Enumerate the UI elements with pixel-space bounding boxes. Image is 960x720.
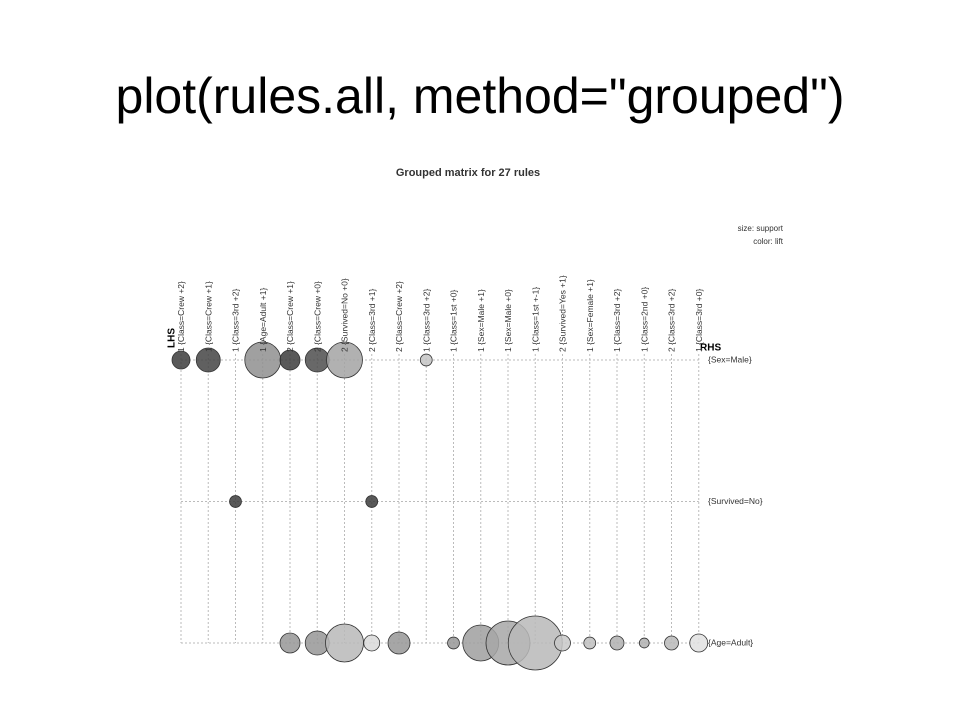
bubble <box>279 632 301 654</box>
bubbles <box>171 341 709 671</box>
row-label: {Survived=No} <box>708 496 763 506</box>
column-label: 1 {Sex=Male +1} <box>476 289 486 352</box>
bubble <box>664 635 679 651</box>
row-label: {Age=Adult} <box>708 637 753 647</box>
column-label: 2 {Class=Crew +2} <box>394 281 404 352</box>
bubble <box>325 623 364 663</box>
column-label: 2 {Survived=No +0} <box>340 278 350 352</box>
lhs-label: LHS <box>167 328 178 348</box>
column-label: 1 {Class=1st +-1} <box>530 287 540 352</box>
bubble <box>638 637 650 649</box>
bubble <box>195 347 221 373</box>
column-label: 1 {Class=2nd +0} <box>639 287 649 352</box>
bubble <box>447 636 460 650</box>
row-label: {Sex=Male} <box>708 354 752 364</box>
column-label: 1 {Class=Crew +2} <box>176 281 186 352</box>
rhs-label: RHS <box>700 343 721 354</box>
column-label: 2 {Class=Crew +1} <box>285 281 295 352</box>
column-label: 1 {Class=3rd +2} <box>421 289 431 352</box>
column-label: 1 {Age=Adult +1} <box>258 288 268 352</box>
bubble <box>554 634 571 652</box>
column-label: 1 {Class=3rd +2} <box>231 289 241 352</box>
column-label: 1 {Class=3rd +2} <box>612 289 622 352</box>
column-label: 2 {Class=Crew +0} <box>312 281 322 352</box>
bubble <box>583 636 597 650</box>
column-label: 2 {Class=3rd +1} <box>367 289 377 352</box>
size-legend: size: support <box>738 224 784 233</box>
column-label: 1 {Class=Crew +1} <box>203 281 213 352</box>
bubble <box>229 495 242 508</box>
bubble <box>689 633 709 653</box>
bubble <box>387 631 411 655</box>
column-label: 2 {Class=3rd +2} <box>667 289 677 352</box>
bubble <box>609 635 625 651</box>
color-legend: color: lift <box>753 237 784 246</box>
column-label: 1 {Class=3rd +0} <box>694 289 704 352</box>
slide-title: plot(rules.all, method="grouped") <box>116 68 845 124</box>
bubble <box>279 349 301 371</box>
column-label: 1 {Class=1st +0} <box>449 289 459 352</box>
column-label: 2 {Survived=Yes +1} <box>558 275 568 352</box>
bubble <box>419 353 433 367</box>
bubble <box>171 350 191 370</box>
chart-title: Grouped matrix for 27 rules <box>396 167 540 179</box>
column-label: 1 {Sex=Male +0} <box>503 289 513 352</box>
grid <box>180 354 700 644</box>
bubble <box>365 495 379 508</box>
bubble <box>363 634 381 652</box>
column-label: 1 {Sex=Female +1} <box>585 279 595 352</box>
bubble <box>326 341 363 379</box>
